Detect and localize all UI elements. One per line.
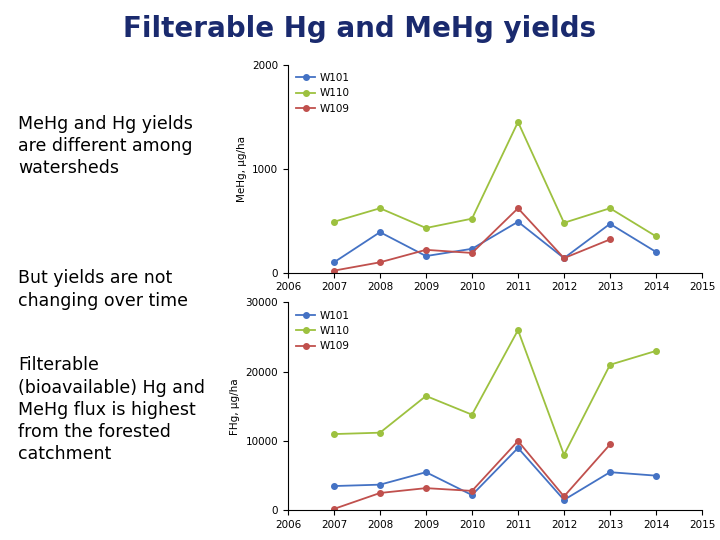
W110 bbox=[606, 205, 614, 212]
W101 bbox=[606, 221, 614, 227]
W110 bbox=[559, 220, 568, 226]
W101 bbox=[376, 482, 384, 488]
Text: Filterable
(bioavailable) Hg and
MeHg flux is highest
from the forested
catchmen: Filterable (bioavailable) Hg and MeHg fl… bbox=[18, 356, 205, 463]
Text: But yields are not
changing over time: But yields are not changing over time bbox=[18, 269, 188, 309]
W109 bbox=[606, 441, 614, 448]
W101 bbox=[422, 253, 431, 259]
W109 bbox=[422, 247, 431, 253]
Y-axis label: MeHg, µg/ha: MeHg, µg/ha bbox=[237, 136, 246, 202]
W101 bbox=[513, 445, 522, 451]
W101 bbox=[652, 472, 660, 479]
W110 bbox=[468, 411, 477, 418]
W109 bbox=[468, 249, 477, 256]
W101 bbox=[559, 497, 568, 503]
W110 bbox=[513, 119, 522, 125]
Line: W109: W109 bbox=[331, 438, 613, 512]
W109 bbox=[330, 267, 338, 274]
W110 bbox=[606, 362, 614, 368]
Line: W110: W110 bbox=[331, 119, 659, 239]
W109 bbox=[606, 236, 614, 242]
Text: Filterable Hg and MeHg yields: Filterable Hg and MeHg yields bbox=[123, 16, 597, 44]
W101 bbox=[652, 248, 660, 255]
W110 bbox=[652, 348, 660, 354]
W101 bbox=[330, 259, 338, 266]
W110 bbox=[330, 431, 338, 437]
W110 bbox=[376, 429, 384, 436]
W109 bbox=[468, 488, 477, 494]
W109 bbox=[376, 490, 384, 496]
W101 bbox=[468, 246, 477, 252]
W109 bbox=[422, 485, 431, 491]
Line: W101: W101 bbox=[331, 219, 659, 265]
W110 bbox=[468, 215, 477, 222]
W101 bbox=[422, 469, 431, 475]
W110 bbox=[376, 205, 384, 212]
Y-axis label: FHg, µg/ha: FHg, µg/ha bbox=[230, 378, 240, 435]
W101 bbox=[468, 492, 477, 498]
W101 bbox=[606, 469, 614, 475]
W109 bbox=[559, 255, 568, 261]
W110 bbox=[559, 451, 568, 458]
W109 bbox=[513, 438, 522, 444]
W109 bbox=[513, 205, 522, 212]
Line: W101: W101 bbox=[331, 445, 659, 503]
W110 bbox=[422, 393, 431, 399]
W109 bbox=[376, 259, 384, 266]
Text: MeHg and Hg yields
are different among
watersheds: MeHg and Hg yields are different among w… bbox=[18, 114, 193, 177]
Legend: W101, W110, W109: W101, W110, W109 bbox=[293, 70, 352, 117]
W101 bbox=[559, 255, 568, 261]
W110 bbox=[330, 219, 338, 225]
Legend: W101, W110, W109: W101, W110, W109 bbox=[293, 308, 352, 354]
W101 bbox=[376, 229, 384, 235]
W101 bbox=[513, 219, 522, 225]
W109 bbox=[559, 493, 568, 500]
W110 bbox=[652, 233, 660, 240]
Line: W110: W110 bbox=[331, 327, 659, 457]
W109 bbox=[330, 505, 338, 512]
Line: W109: W109 bbox=[331, 206, 613, 273]
W101 bbox=[330, 483, 338, 489]
W110 bbox=[422, 225, 431, 231]
W110 bbox=[513, 327, 522, 333]
